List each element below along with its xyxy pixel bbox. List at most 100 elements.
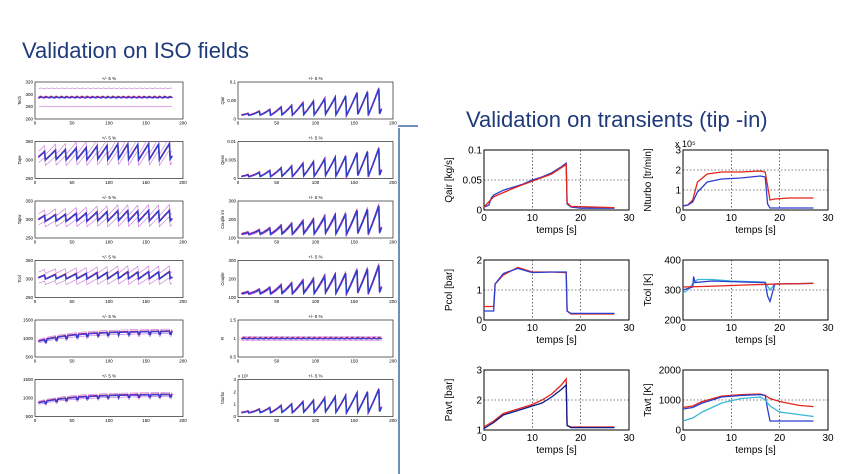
y-tick-label: 250 (25, 236, 33, 241)
measurement-point (310, 401, 313, 404)
iso-traces (240, 146, 383, 179)
measurement-point (100, 394, 103, 397)
measurement-point (116, 331, 119, 334)
x-tick-label: 150 (350, 121, 358, 126)
y-tick-label: 2000 (659, 366, 682, 377)
x-tick-label: 0 (680, 323, 686, 334)
x-tick-label: 0 (680, 213, 686, 224)
x-axis-label: temps [s] (536, 445, 577, 456)
y-tick-label: 350 (25, 258, 33, 263)
measurement-point (323, 158, 326, 160)
measurement-point (162, 330, 165, 333)
measurement-point (240, 337, 243, 340)
y-tick-label: 260 (25, 117, 33, 122)
measurement-point (254, 290, 256, 293)
transient-subplot-tr-pcol: 0 10 20 30 0 1 2 temps [s] Pcol [bar] (444, 256, 635, 347)
x-tick-label: 30 (822, 433, 834, 444)
transient-subplot-tr-tcol: 0 10 20 30 200 300 400 temps [s] Tcol [K] (643, 256, 834, 347)
lower-tolerance-band (38, 277, 173, 286)
measurement-point (284, 229, 287, 232)
measurement-point (345, 337, 348, 340)
measurement-point (108, 276, 111, 279)
measurement-point (280, 404, 283, 407)
measurement-point (66, 96, 69, 99)
measurement-point (349, 224, 352, 226)
measurement-point (288, 225, 291, 227)
x-tick-label: 50 (69, 180, 75, 185)
y-tick-label: 1 (476, 286, 482, 297)
x-tick-label: 200 (179, 418, 187, 423)
iso-subplot-iso-r1: +/- 5 % 0 50 100 150 200 0 0.05 0.1 Qair (220, 76, 397, 126)
measurement-point (249, 337, 252, 340)
series-line-measured (682, 393, 814, 422)
y-tick-label: 250 (25, 176, 33, 181)
measurement-point (245, 113, 248, 115)
measurement-point (104, 96, 107, 99)
iso-subplot-title: +/- 5 % (308, 76, 322, 81)
measurement-point (112, 214, 115, 217)
measurement-point (154, 273, 157, 276)
measurement-point (323, 337, 326, 340)
measurement-point (267, 109, 269, 112)
x-tick-label: 150 (350, 418, 358, 423)
x-tick-label: 100 (105, 180, 113, 185)
iso-subplot-title: +/- 5 % (308, 195, 322, 200)
measurement-point (297, 285, 300, 288)
measurement-point (62, 150, 65, 153)
measurement-point (358, 228, 361, 231)
measurement-point (319, 403, 322, 406)
x-tick-label: 100 (105, 240, 113, 245)
measurement-point (87, 277, 90, 279)
y-tick-label: 0 (233, 176, 236, 181)
measurement-point (284, 289, 287, 292)
measurement-point (319, 165, 322, 168)
measurement-point (166, 96, 169, 99)
measurement-point (41, 400, 44, 403)
measurement-point (46, 96, 48, 98)
iso-y-label: Tech (17, 95, 22, 105)
measurement-point (275, 228, 278, 231)
iso-subplot-title: +/- 5 % (102, 195, 116, 200)
y-axis-label: Qair [kg/s] (444, 157, 455, 203)
x-tick-label: 0 (481, 433, 487, 444)
x-tick-label: 150 (350, 359, 358, 364)
x-tick-label: 0 (237, 240, 240, 245)
x-tick-label: 0 (34, 240, 37, 245)
x-tick-label: 0 (34, 180, 37, 185)
measurement-point (345, 292, 348, 295)
measurement-point (249, 114, 252, 116)
plot-frame (483, 149, 630, 211)
upper-tolerance-band (241, 336, 382, 338)
measurement-point (166, 211, 169, 214)
measurement-point (319, 105, 322, 107)
x-tick-label: 30 (623, 323, 635, 334)
measurement-point (354, 96, 357, 98)
measurement-point (245, 174, 248, 177)
y-axis-label: Pcol [bar] (444, 269, 455, 311)
measurement-point (345, 114, 348, 117)
iso-y-label: Qair (220, 96, 225, 105)
measurement-point (363, 398, 365, 401)
measurement-point (332, 398, 335, 401)
x-tick-label: 50 (274, 121, 280, 126)
measurement-point (363, 217, 365, 220)
measurement-point (367, 292, 370, 295)
measurement-point (306, 407, 309, 410)
measurement-point (141, 152, 144, 155)
measurement-point (262, 410, 265, 413)
measurement-point (319, 223, 322, 226)
iso-traces (240, 262, 383, 297)
measurement-point (54, 213, 57, 216)
measurement-point (129, 276, 132, 279)
measurement-point (83, 395, 86, 398)
iso-traces (240, 203, 383, 238)
measurement-point (125, 145, 128, 148)
x-tick-label: 100 (105, 359, 113, 364)
measurement-point (354, 337, 357, 340)
x-tick-label: 200 (179, 299, 187, 304)
x-tick-label: 200 (389, 180, 397, 185)
x-tick-label: 0 (237, 418, 240, 423)
panel-connector (398, 125, 418, 127)
measurement-point (58, 398, 61, 400)
measurement-point (249, 232, 252, 235)
